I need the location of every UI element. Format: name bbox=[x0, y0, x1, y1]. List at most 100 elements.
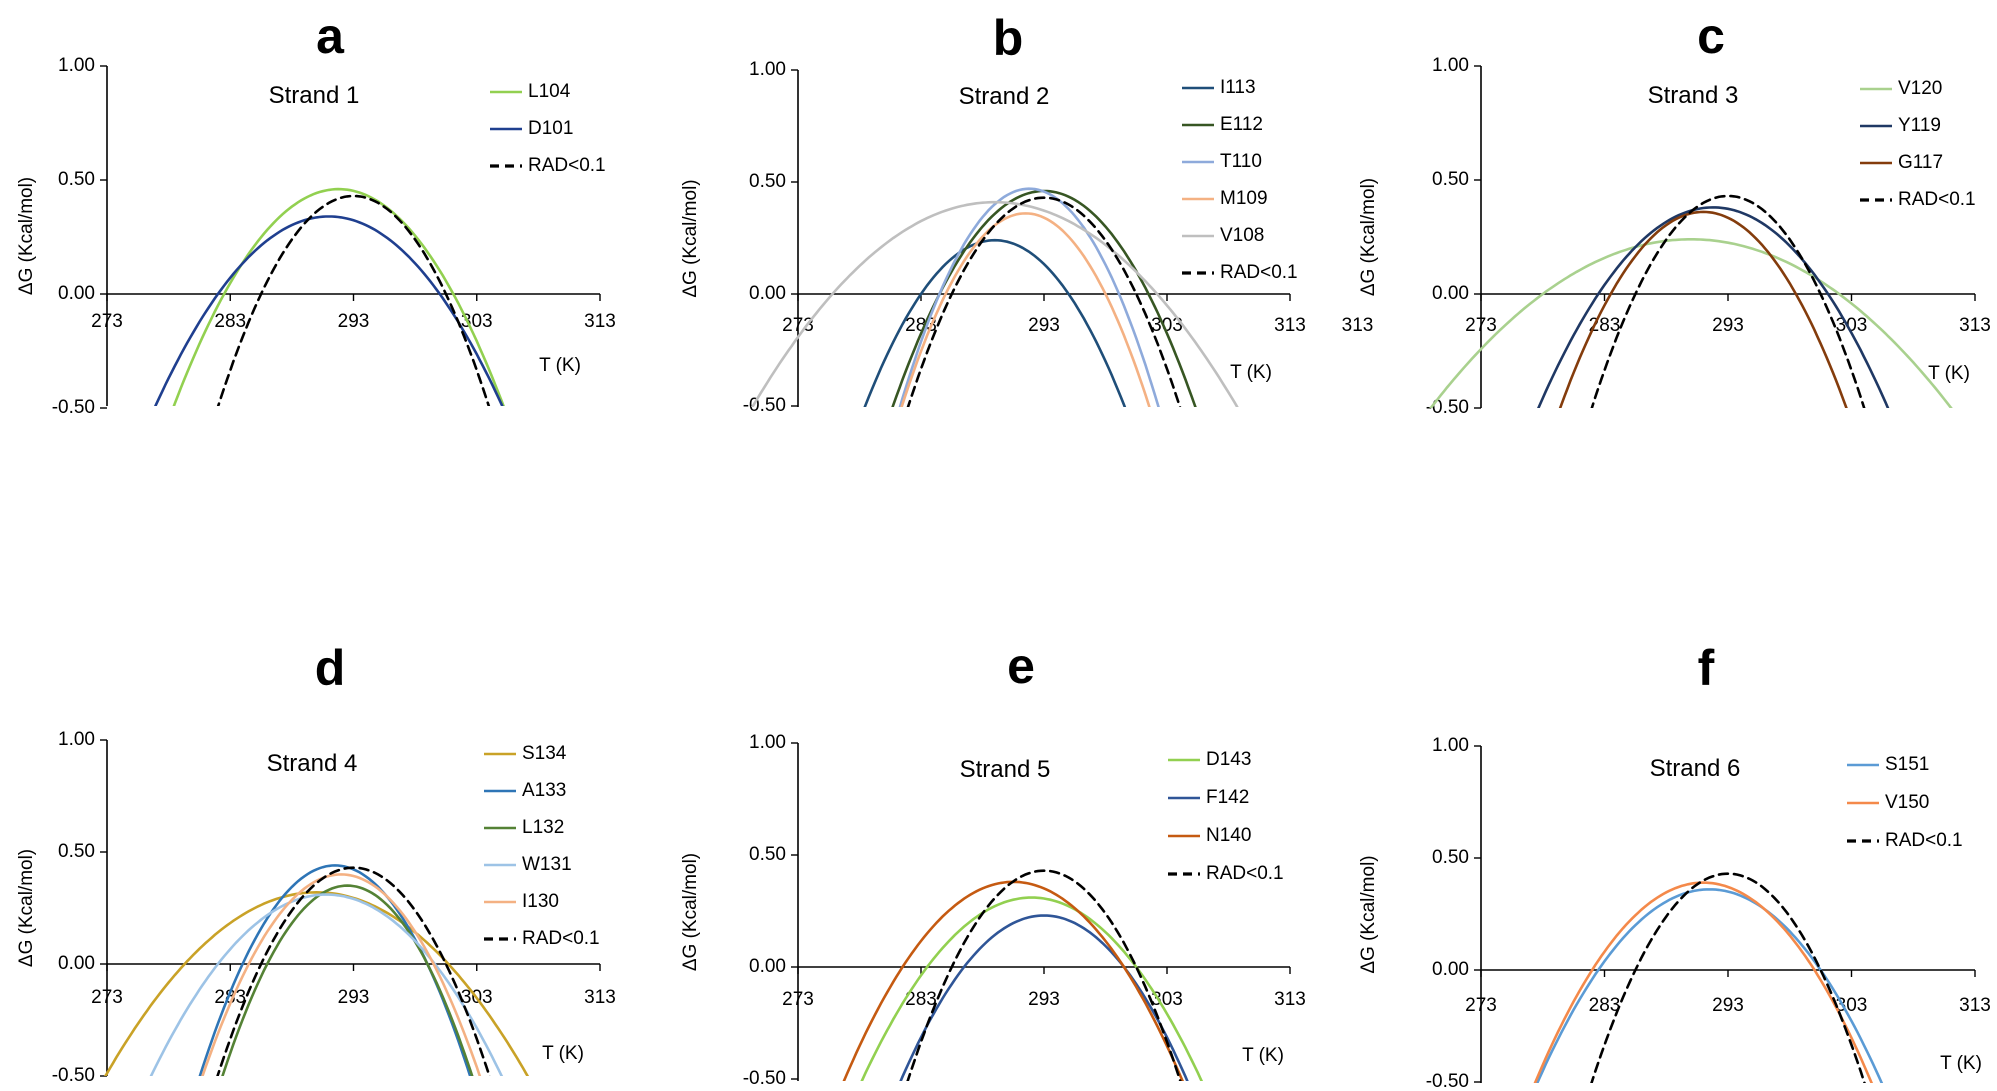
x-tick-label: 313 bbox=[1274, 315, 1306, 336]
y-tick-label: 0.50 bbox=[749, 844, 786, 865]
series-line-f142 bbox=[899, 914, 1189, 1081]
y-tick-label: -0.50 bbox=[743, 1068, 786, 1089]
x-tick-label: 313 bbox=[584, 311, 616, 332]
x-axis-title: T (K) bbox=[1928, 363, 1970, 384]
y-tick-label: 1.00 bbox=[58, 55, 95, 76]
x-tick-label: 303 bbox=[461, 311, 493, 332]
legend-label: I113 bbox=[1220, 77, 1256, 98]
y-axis-title: ΔG (Kcal/mol) bbox=[680, 179, 701, 297]
series-line-i113 bbox=[863, 238, 1127, 407]
y-tick-label: 0.00 bbox=[749, 956, 786, 977]
panel-e: e 1.00 0.50 0.00 -0.50 273 283 293 303 313 T (K) ΔG… bbox=[680, 638, 1306, 1089]
plot-area bbox=[750, 187, 1239, 407]
legend-label: RAD<0.1 bbox=[1220, 262, 1298, 283]
series-line-rad01 bbox=[1590, 194, 1866, 408]
legend-label: RAD<0.1 bbox=[1206, 863, 1284, 884]
x-tick-label: 293 bbox=[1028, 315, 1060, 336]
legend-label: RAD<0.1 bbox=[522, 928, 600, 949]
y-tick-label: 0.00 bbox=[58, 953, 95, 974]
y-tick-label: 0.00 bbox=[1432, 283, 1469, 304]
y-tick-label: -0.50 bbox=[1426, 1071, 1469, 1091]
panel-letter: e bbox=[1007, 638, 1035, 694]
series-line-s134 bbox=[103, 890, 530, 1076]
legend-label: RAD<0.1 bbox=[1885, 830, 1963, 851]
legend-label: Y119 bbox=[1898, 115, 1941, 136]
x-axis-title: T (K) bbox=[1230, 362, 1272, 383]
x-tick-label: 293 bbox=[1712, 995, 1744, 1016]
series-line-rad01 bbox=[906, 869, 1182, 1081]
series-line-t110 bbox=[898, 187, 1160, 407]
series-line-rad01 bbox=[906, 196, 1182, 407]
x-tick-label: 293 bbox=[338, 311, 370, 332]
x-tick-label: 313 bbox=[1274, 989, 1306, 1010]
y-tick-label: 0.00 bbox=[749, 283, 786, 304]
chart-title: Strand 5 bbox=[960, 756, 1051, 783]
legend-label: V150 bbox=[1885, 792, 1929, 813]
legend-label: V120 bbox=[1898, 78, 1942, 99]
legend: V120 Y119 G117 RAD<0.1 bbox=[1860, 78, 1976, 210]
legend: D143 F142 N140 RAD<0.1 bbox=[1168, 749, 1284, 884]
panel-a: a 1.00 0.50 0.00 -0.50 273 283 293 303 313 T (K) ΔG… bbox=[16, 8, 616, 418]
x-axis-title: T (K) bbox=[1242, 1045, 1284, 1066]
plot-area bbox=[1429, 194, 1953, 408]
y-tick-label: 0.50 bbox=[749, 171, 786, 192]
x-tick-label: 293 bbox=[338, 987, 370, 1008]
chart-title: Strand 3 bbox=[1648, 82, 1739, 109]
x-tick-label: 283 bbox=[1589, 995, 1621, 1016]
plot-area bbox=[1533, 872, 1884, 1083]
y-tick-label: 0.50 bbox=[1432, 169, 1469, 190]
chart-title: Strand 4 bbox=[267, 750, 358, 777]
y-axis-title: ΔG (Kcal/mol) bbox=[16, 177, 37, 295]
legend: L104 D101 RAD<0.1 bbox=[490, 81, 606, 176]
y-tick-label: 0.00 bbox=[1432, 959, 1469, 980]
y-tick-label: 0.50 bbox=[58, 169, 95, 190]
x-tick-label: 283 bbox=[905, 989, 937, 1010]
legend-label: A133 bbox=[522, 780, 566, 801]
panel-f: f 1.00 0.50 0.00 -0.50 273 283 293 303 313 T (K) ΔG… bbox=[1358, 640, 1991, 1091]
y-axis-title: ΔG (Kcal/mol) bbox=[1358, 178, 1379, 296]
series-line-v108 bbox=[750, 200, 1239, 407]
panel-letter: a bbox=[316, 8, 345, 64]
legend-label: D143 bbox=[1206, 749, 1251, 770]
x-axis-title: T (K) bbox=[542, 1043, 584, 1064]
series-line-g117 bbox=[1558, 210, 1848, 408]
y-axis-title: ΔG (Kcal/mol) bbox=[680, 853, 701, 971]
series-line-d101 bbox=[153, 215, 504, 406]
legend-label: S151 bbox=[1885, 754, 1929, 775]
series-line-v150 bbox=[1533, 881, 1874, 1083]
legend-label: N140 bbox=[1206, 825, 1251, 846]
plot-area bbox=[103, 864, 530, 1076]
panel-letter: f bbox=[1698, 640, 1715, 696]
x-tick-label: 303 bbox=[1151, 315, 1183, 336]
y-tick-label: 1.00 bbox=[58, 729, 95, 750]
legend-label: D101 bbox=[528, 118, 573, 139]
legend-label: M109 bbox=[1220, 188, 1268, 209]
y-axis-title: ΔG (Kcal/mol) bbox=[16, 849, 37, 967]
series-line-rad01 bbox=[216, 194, 491, 406]
series-line-s151 bbox=[1535, 888, 1884, 1083]
y-tick-label: 1.00 bbox=[1432, 735, 1469, 756]
y-tick-label: -0.50 bbox=[743, 395, 786, 416]
legend-label: I130 bbox=[522, 891, 559, 912]
legend-label: V108 bbox=[1220, 225, 1264, 246]
y-axis-title: ΔG (Kcal/mol) bbox=[1358, 855, 1379, 973]
legend-label: S134 bbox=[522, 743, 567, 764]
panel-letter: b bbox=[993, 10, 1024, 66]
y-tick-label: 1.00 bbox=[749, 59, 786, 80]
legend-label: RAD<0.1 bbox=[1898, 189, 1976, 210]
x-tick-label: 273 bbox=[1465, 995, 1497, 1016]
y-tick-label: 1.00 bbox=[1432, 55, 1469, 76]
series-line-rad01 bbox=[1590, 872, 1866, 1083]
series-line-rad01 bbox=[216, 866, 491, 1076]
plot-area bbox=[842, 869, 1204, 1081]
x-tick-label: 273 bbox=[1465, 315, 1497, 336]
y-tick-label: -0.50 bbox=[52, 1065, 95, 1086]
legend-label: RAD<0.1 bbox=[528, 155, 606, 176]
x-tick-label: 283 bbox=[214, 987, 246, 1008]
x-tick-label: 313 bbox=[1959, 995, 1991, 1016]
series-line-y119 bbox=[1537, 206, 1890, 408]
series-line-l104 bbox=[172, 187, 505, 406]
